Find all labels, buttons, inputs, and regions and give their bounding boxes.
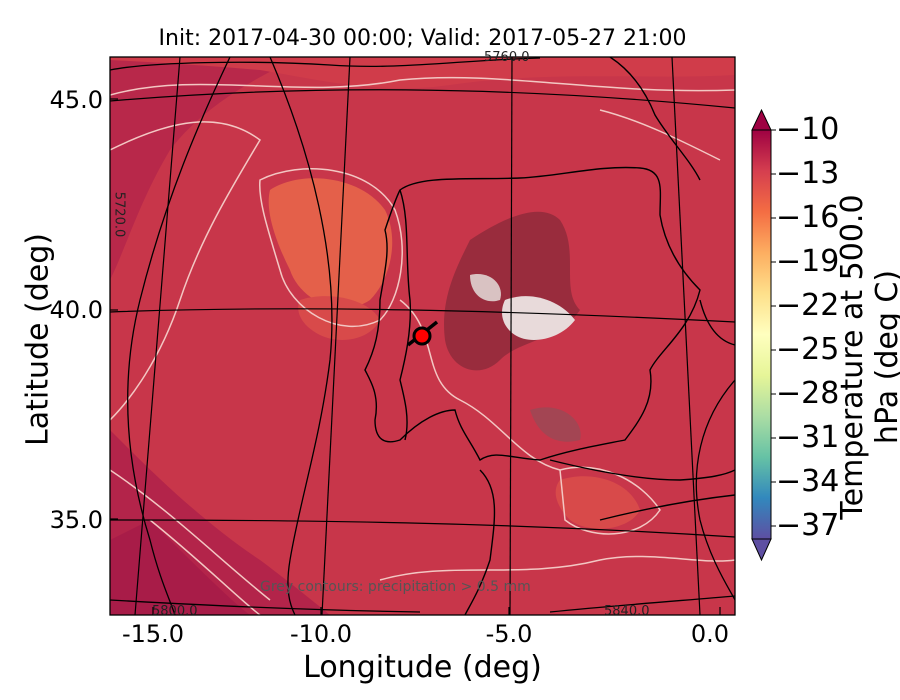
height-contours	[110, 57, 735, 615]
colorbar-tick-label: −28	[776, 376, 840, 411]
graticule	[110, 57, 735, 615]
contour-label: 5800.0	[152, 604, 198, 619]
location-marker	[406, 320, 439, 347]
colorbar-tick-label: −31	[776, 420, 840, 455]
x-tick-label: 0.0	[690, 620, 730, 648]
plot-frame	[109, 56, 736, 616]
contour-label: 5720.0	[111, 191, 127, 238]
colorbar	[751, 108, 776, 562]
precipitation-note: Grey contours: precipitation > 0.5 mm	[260, 579, 531, 595]
colorbar-tick-label: −25	[776, 332, 840, 367]
colorbar-tick-label: −10	[776, 112, 840, 147]
axis-ticks	[110, 98, 721, 615]
colorbar-tick-label: −22	[776, 288, 840, 323]
colorbar-tick-label: −37	[776, 508, 840, 543]
colorbar-label: Temperature at 500.0 hPa (deg C)	[835, 194, 900, 520]
plot-title: Init: 2017-04-30 00:00; Valid: 2017-05-2…	[158, 26, 687, 51]
colorbar-tick-label: −13	[776, 156, 840, 191]
coastlines	[364, 57, 735, 615]
colorbar-tick-label: −16	[776, 200, 840, 235]
y-tick-label: 40.0	[49, 296, 103, 324]
colorbar-tick-label: −19	[776, 244, 840, 279]
x-axis-label: Longitude (deg)	[303, 650, 542, 685]
y-tick-label: 35.0	[49, 506, 103, 534]
contour-label: 5840.0	[604, 604, 650, 619]
y-tick-label: 45.0	[49, 86, 103, 114]
y-axis-label: Latitude (deg)	[20, 233, 56, 446]
contour-label: 5760.0	[484, 50, 530, 65]
colorbar-tick-label: −34	[776, 464, 840, 499]
x-tick-label: -10.0	[289, 620, 353, 648]
x-tick-label: -15.0	[121, 620, 185, 648]
temperature-contours	[110, 76, 735, 615]
x-tick-label: -5.0	[485, 620, 533, 648]
